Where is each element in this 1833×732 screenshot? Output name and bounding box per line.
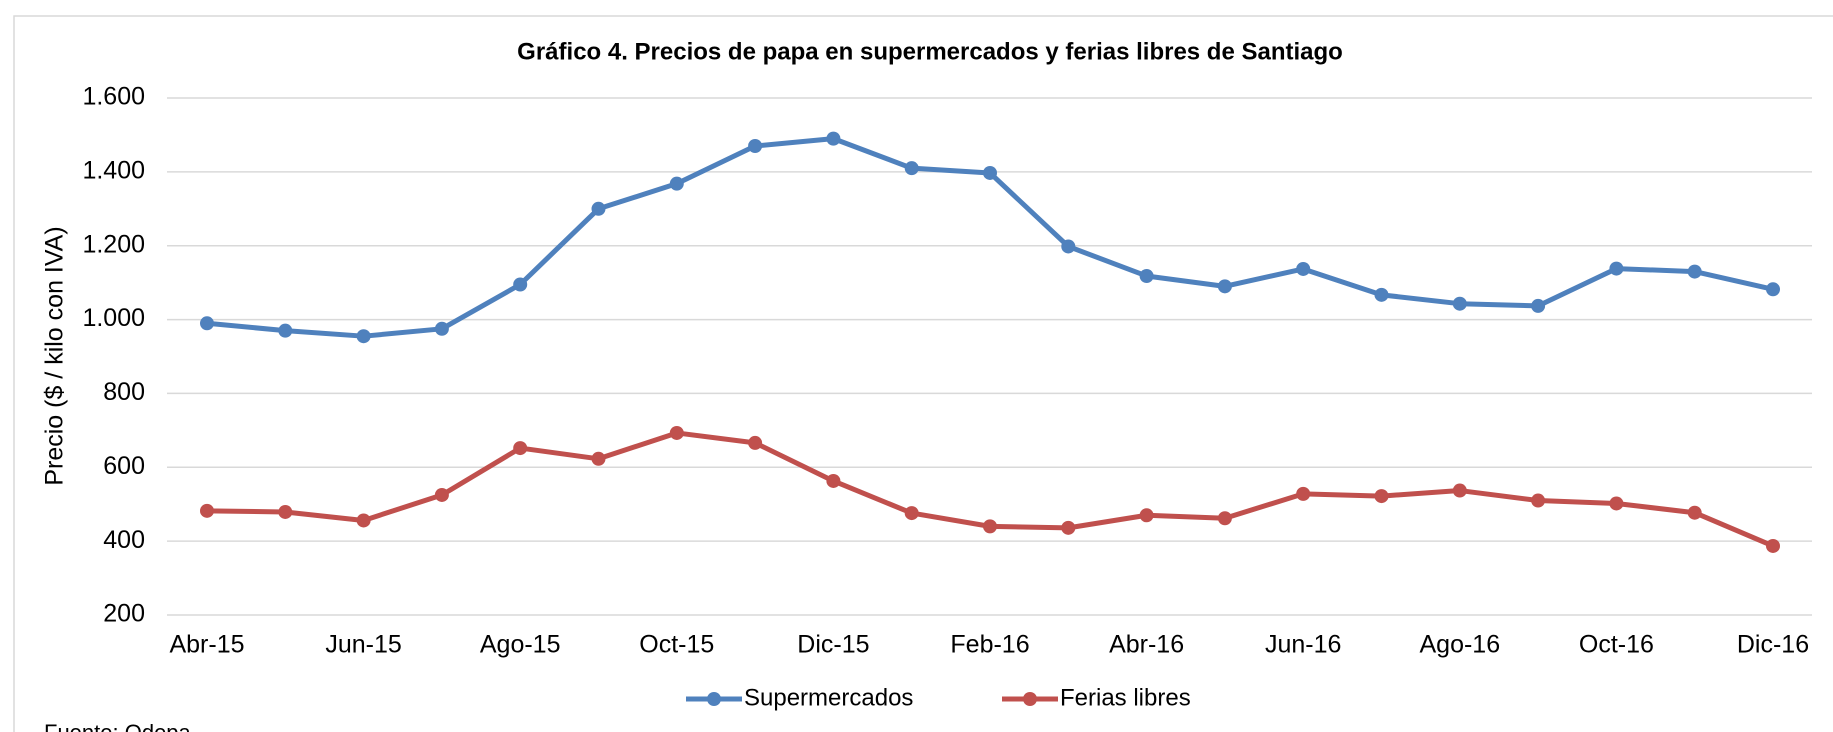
point xyxy=(434,321,449,336)
legend-label: Supermercados xyxy=(744,684,913,711)
y-tick-label: 1.600 xyxy=(82,83,145,111)
y-axis-label: Precio ($ / kilo con IVA) xyxy=(41,226,69,485)
point xyxy=(513,277,528,292)
point xyxy=(356,513,371,528)
point xyxy=(1139,268,1154,283)
legend-marker xyxy=(707,692,721,706)
y-tick-label: 200 xyxy=(103,600,145,628)
x-tick-label: Dic-16 xyxy=(1737,631,1809,659)
chart-title: Gráfico 4. Precios de papa en supermerca… xyxy=(517,38,1343,65)
x-tick-label: Feb-16 xyxy=(950,631,1029,659)
point xyxy=(1531,493,1546,508)
point xyxy=(200,316,214,331)
point xyxy=(1452,296,1467,311)
x-tick-label: Ago-16 xyxy=(1419,631,1500,659)
point xyxy=(278,323,293,338)
x-tick-label: Oct-15 xyxy=(639,631,714,659)
point xyxy=(748,139,763,154)
x-tick-label: Abr-16 xyxy=(1109,631,1184,659)
point xyxy=(1061,520,1076,535)
point xyxy=(748,435,763,450)
point xyxy=(1296,486,1311,501)
y-tick-label: 800 xyxy=(103,378,145,406)
point xyxy=(1766,538,1780,553)
point xyxy=(983,165,997,180)
point xyxy=(1452,483,1467,498)
point xyxy=(1296,261,1311,276)
point xyxy=(826,473,841,488)
point xyxy=(904,161,919,176)
point xyxy=(1374,287,1389,302)
point xyxy=(356,329,371,344)
x-tick-label: Dic-15 xyxy=(797,631,869,659)
source-note: Fuente: Odepa xyxy=(44,720,192,732)
y-tick-label: 1.400 xyxy=(82,156,145,184)
point xyxy=(1217,279,1232,294)
x-tick-label: Oct-16 xyxy=(1579,631,1654,659)
x-tick-label: Jun-16 xyxy=(1265,631,1341,659)
point xyxy=(1374,489,1389,504)
point xyxy=(669,176,684,191)
chart-frame xyxy=(13,15,1833,732)
point xyxy=(434,487,449,502)
point xyxy=(983,519,997,534)
point xyxy=(1687,264,1702,279)
point xyxy=(1687,505,1702,520)
point xyxy=(591,201,606,216)
point xyxy=(200,503,214,518)
y-tick-label: 600 xyxy=(103,452,145,480)
point xyxy=(1531,298,1546,313)
point xyxy=(513,441,528,456)
point xyxy=(278,504,293,519)
point xyxy=(1217,511,1232,526)
legend-label: Ferias libres xyxy=(1060,684,1191,711)
point xyxy=(1061,239,1076,254)
point xyxy=(1609,261,1624,276)
x-tick-label: Ago-15 xyxy=(480,631,561,659)
point xyxy=(1139,508,1154,523)
point xyxy=(591,451,606,466)
point xyxy=(1609,496,1624,511)
point xyxy=(826,131,841,146)
legend-marker xyxy=(1023,692,1037,706)
point xyxy=(1766,282,1780,297)
point xyxy=(904,506,919,521)
y-tick-label: 1.000 xyxy=(82,304,145,332)
point xyxy=(669,425,684,440)
x-tick-label: Jun-15 xyxy=(325,631,401,659)
x-tick-label: Abr-15 xyxy=(169,631,244,659)
y-tick-label: 400 xyxy=(103,526,145,554)
y-tick-label: 1.200 xyxy=(82,230,145,258)
